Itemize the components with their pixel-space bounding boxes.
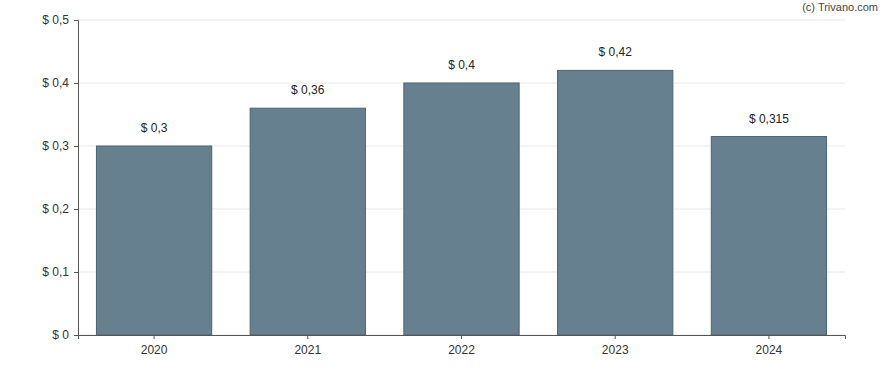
y-axis: $ 0 $ 0,1 $ 0,2 $ 0,3 $ 0,4 $ 0,5 [42,13,78,342]
x-tick-mark [461,335,462,339]
x-axis-line [79,336,846,340]
x-tick: 2022 [448,335,475,357]
x-tick-mark [307,335,308,339]
x-tick-label: 2020 [141,343,168,357]
x-axis: 2020 2021 2022 2023 2024 [79,335,846,357]
data-label: $ 0,315 [749,112,789,126]
bars [96,70,826,335]
copyright: (c) Trivano.com [802,1,878,13]
x-tick-label: 2022 [448,343,475,357]
x-tick: 2020 [141,335,168,357]
x-tick-mark [615,335,616,339]
grid [78,20,845,335]
x-tick-label: 2021 [294,343,321,357]
y-tick-label: $ 0 [52,328,69,342]
y-tick-label: $ 0,1 [42,265,69,279]
data-label: $ 0,3 [141,121,168,135]
y-tick: $ 0,3 [42,139,78,153]
y-tick: $ 0 [52,328,78,342]
x-tick-mark [768,335,769,339]
y-tick: $ 0,4 [42,76,78,90]
data-label: $ 0,36 [291,83,325,97]
y-tick: $ 0,2 [42,202,78,216]
bar [250,108,365,335]
bar [96,146,211,335]
y-tick-label: $ 0,4 [42,76,69,90]
y-tick-label: $ 0,5 [42,13,69,27]
x-tick-label: 2024 [756,343,783,357]
y-tick-label: $ 0,2 [42,202,69,216]
y-tick-mark [74,146,78,147]
y-tick: $ 0,5 [42,13,78,27]
y-tick-mark [74,20,78,21]
bar [558,70,673,335]
data-labels: $ 0,3 $ 0,36 $ 0,4 $ 0,42 $ 0,315 [141,45,790,135]
bar [404,83,519,335]
y-tick: $ 0,1 [42,265,78,279]
x-tick: 2023 [602,335,629,357]
x-tick: 2021 [294,335,321,357]
y-tick-mark [74,272,78,273]
y-tick-label: $ 0,3 [42,139,69,153]
grid-line [78,20,845,21]
data-label: $ 0,42 [599,45,633,59]
y-axis-line [74,21,79,336]
x-tick: 2024 [756,335,783,357]
annotations: (c) Trivano.com [802,1,878,13]
y-tick-mark [74,209,78,210]
bar [711,137,826,335]
x-tick-mark [154,335,155,339]
y-tick-mark [74,335,78,336]
chart: $ 0 $ 0,1 $ 0,2 $ 0,3 $ 0,4 $ 0,5 2020 2021 2022… [0,0,888,370]
x-tick-label: 2023 [602,343,629,357]
data-label: $ 0,4 [448,58,475,72]
y-tick-mark [74,83,78,84]
